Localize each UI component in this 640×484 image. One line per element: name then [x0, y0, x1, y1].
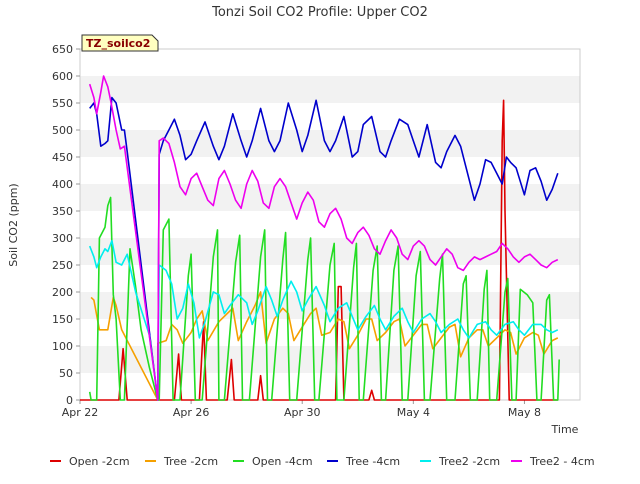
y-axis-ticks: 0 50 100 150 200 250 300 350 400 450 500 550 600 650 — [52, 43, 80, 407]
grid-band — [80, 292, 580, 319]
legend-label: Open -4cm — [252, 455, 313, 468]
annotation-box: TZ_soilco2 — [81, 34, 159, 52]
legend-label: Tree2 - 4cm — [529, 455, 595, 468]
y-tick-label: 600 — [52, 70, 73, 83]
y-tick-label: 100 — [52, 340, 73, 353]
series-line-2 — [90, 291, 559, 401]
y-tick-label: 550 — [52, 97, 73, 110]
series-line-6 — [88, 75, 559, 401]
y-tick-label: 150 — [52, 313, 73, 326]
y-tick-label: 300 — [52, 232, 73, 245]
legend-label: Tree -2cm — [163, 455, 218, 468]
y-tick-label: 50 — [59, 367, 73, 380]
x-tick-label: May 8 — [508, 406, 541, 419]
series-line-4 — [89, 96, 559, 401]
legend-label: Open -2cm — [69, 455, 130, 468]
x-tick-label: Apr 26 — [173, 406, 210, 419]
legend: Open -2cm Tree -2cm Open -4cm Tree -4cm Tree… — [50, 455, 595, 468]
y-tick-label: 650 — [52, 43, 73, 56]
y-tick-label: 350 — [52, 205, 73, 218]
annotation-label: TZ_soilco2 — [86, 37, 150, 50]
x-axis-label: Time — [551, 423, 579, 436]
series-line-1 — [80, 99, 558, 401]
y-tick-label: 500 — [52, 124, 73, 137]
annotation-box-shape — [81, 34, 159, 52]
legend-label: Tree2 -2cm — [438, 455, 500, 468]
x-tick-label: Apr 22 — [62, 406, 99, 419]
series-lines — [80, 75, 560, 401]
grid-band — [80, 346, 580, 373]
grid-band — [80, 130, 580, 157]
y-axis-label: Soil CO2 (ppm) — [7, 183, 20, 266]
x-tick-label: May 4 — [397, 406, 430, 419]
x-axis-ticks: Apr 22 Apr 26 Apr 30 May 4 May 8 — [62, 400, 541, 419]
y-tick-label: 200 — [52, 286, 73, 299]
y-tick-label: 0 — [66, 394, 73, 407]
chart-title: Tonzi Soil CO2 Profile: Upper CO2 — [211, 5, 428, 20]
grid-bands — [80, 76, 580, 373]
y-tick-label: 400 — [52, 178, 73, 191]
grid-band — [80, 76, 580, 103]
y-tick-label: 250 — [52, 259, 73, 272]
grid-band — [80, 184, 580, 211]
x-tick-label: Apr 30 — [284, 406, 321, 419]
y-tick-label: 450 — [52, 151, 73, 164]
legend-label: Tree -4cm — [345, 455, 400, 468]
